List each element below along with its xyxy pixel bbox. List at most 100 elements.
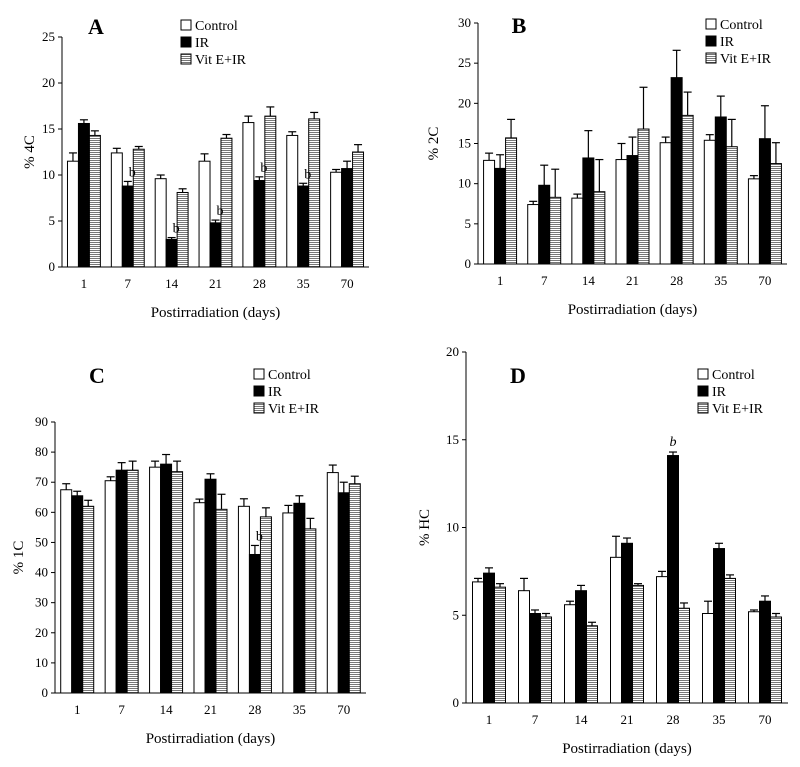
legend-label: Vit E+IR: [720, 52, 772, 67]
x-tick-label: 21: [204, 702, 217, 717]
bar-control-day-21: [610, 556, 622, 704]
y-tick-label: 90: [35, 414, 48, 429]
x-tick-label: 1: [486, 712, 493, 727]
bar-ir-day-28: [253, 180, 266, 268]
y-tick-label: 10: [42, 167, 55, 182]
bar-control-day-70: [330, 171, 343, 268]
x-tick-label: 1: [81, 276, 88, 291]
significance-annotation: b: [173, 222, 180, 237]
significance-annotation: b: [129, 165, 136, 180]
bar-vit-e-ir-day-35: [725, 146, 738, 265]
bar-control-day-21: [198, 160, 211, 268]
bar-ir-day-14: [582, 157, 595, 265]
x-tick-label: 70: [337, 702, 350, 717]
bar-control-day-28: [656, 576, 668, 704]
panel-label: C: [89, 363, 105, 388]
legend-swatch: [180, 19, 192, 31]
bar-vit-e-ir-day-70: [770, 616, 782, 704]
y-tick-label: 25: [458, 55, 471, 70]
y-tick-label: 80: [35, 444, 48, 459]
y-axis-label: % HC: [417, 509, 433, 546]
x-tick-label: 14: [160, 702, 174, 717]
bar-vit-e-ir-day-21: [637, 128, 650, 265]
bar-control-day-1: [483, 159, 496, 265]
y-tick-label: 15: [446, 432, 459, 447]
x-tick-label: 14: [165, 276, 179, 291]
bar-vit-e-ir-day-70: [352, 151, 365, 268]
legend-swatch: [705, 52, 717, 64]
y-tick-label: 50: [35, 534, 48, 549]
bar-vit-e-ir-day-28: [264, 115, 277, 268]
bar-ir-day-21: [621, 542, 633, 704]
bar-ir-day-70: [337, 492, 350, 694]
x-tick-label: 14: [582, 273, 596, 288]
bar-control-day-35: [703, 139, 716, 265]
significance-annotation: b: [260, 161, 267, 176]
bar-vit-e-ir-day-28: [681, 114, 694, 265]
x-axis-label: Postirradiation (days): [562, 741, 692, 757]
bar-ir-day-14: [165, 238, 178, 268]
y-tick-label: 5: [453, 607, 460, 622]
bar-control-day-35: [286, 134, 299, 268]
legend-label: Vit E+IR: [712, 402, 764, 417]
legend-swatch: [705, 18, 717, 30]
bar-vit-e-ir-day-1: [82, 505, 95, 694]
y-tick-label: 10: [446, 520, 459, 535]
bar-control-day-21: [615, 159, 628, 265]
bar-ir-day-21: [209, 222, 222, 268]
bar-vit-e-ir-day-21: [220, 137, 233, 268]
bar-vit-e-ir-day-21: [215, 508, 228, 694]
bar-control-day-21: [193, 502, 206, 694]
y-tick-label: 40: [35, 565, 48, 580]
bar-ir-day-35: [713, 548, 725, 704]
x-tick-label: 70: [759, 712, 772, 727]
y-tick-label: 10: [35, 655, 48, 670]
significance-annotation: b: [216, 204, 223, 219]
x-axis-label: Postirradiation (days): [568, 302, 698, 318]
y-tick-label: 60: [35, 504, 48, 519]
bar-ir-day-7: [115, 469, 128, 694]
bar-ir-day-7: [538, 184, 551, 265]
bar-control-day-70: [747, 178, 760, 265]
x-tick-label: 70: [341, 276, 354, 291]
y-tick-label: 0: [42, 685, 49, 700]
x-axis-label: Postirradiation (days): [151, 305, 281, 321]
bar-control-day-28: [237, 505, 250, 694]
bar-vit-e-ir-day-35: [304, 528, 317, 694]
y-tick-label: 30: [35, 595, 48, 610]
x-tick-label: 21: [209, 276, 222, 291]
x-tick-label: 70: [758, 273, 771, 288]
y-tick-label: 25: [42, 29, 55, 44]
panel-a: 0 5 10 15 20 25 1 7 14 21 28 35 70 b b b b b A Postirradiat…: [22, 14, 369, 321]
bar-control-day-7: [104, 480, 117, 694]
bar-ir-day-7: [121, 185, 134, 268]
bar-control-day-35: [282, 512, 295, 694]
bar-control-day-14: [154, 178, 167, 268]
bar-ir-day-14: [160, 463, 173, 694]
bar-ir-day-70: [758, 138, 771, 265]
x-tick-label: 7: [118, 702, 125, 717]
bar-vit-e-ir-day-14: [171, 471, 184, 694]
bar-vit-e-ir-day-1: [505, 137, 518, 265]
x-tick-label: 35: [714, 273, 727, 288]
x-tick-label: 35: [293, 702, 306, 717]
y-tick-label: 30: [458, 15, 471, 30]
bar-ir-day-35: [714, 116, 727, 265]
legend-label: IR: [720, 35, 735, 50]
legend-swatch: [697, 385, 709, 397]
x-tick-label: 7: [541, 273, 548, 288]
bar-control-day-14: [571, 197, 584, 265]
y-tick-label: 20: [35, 625, 48, 640]
legend-swatch: [253, 368, 265, 380]
legend-label: Control: [195, 19, 238, 34]
bar-ir-day-1: [77, 122, 90, 268]
y-tick-label: 0: [453, 695, 460, 710]
bar-vit-e-ir-day-70: [769, 163, 782, 265]
y-axis-label: % 1C: [11, 541, 27, 575]
x-tick-label: 21: [626, 273, 639, 288]
y-tick-label: 0: [465, 256, 472, 271]
bar-vit-e-ir-day-70: [348, 483, 361, 694]
bar-ir-day-70: [759, 600, 771, 704]
bar-ir-day-1: [483, 572, 495, 704]
